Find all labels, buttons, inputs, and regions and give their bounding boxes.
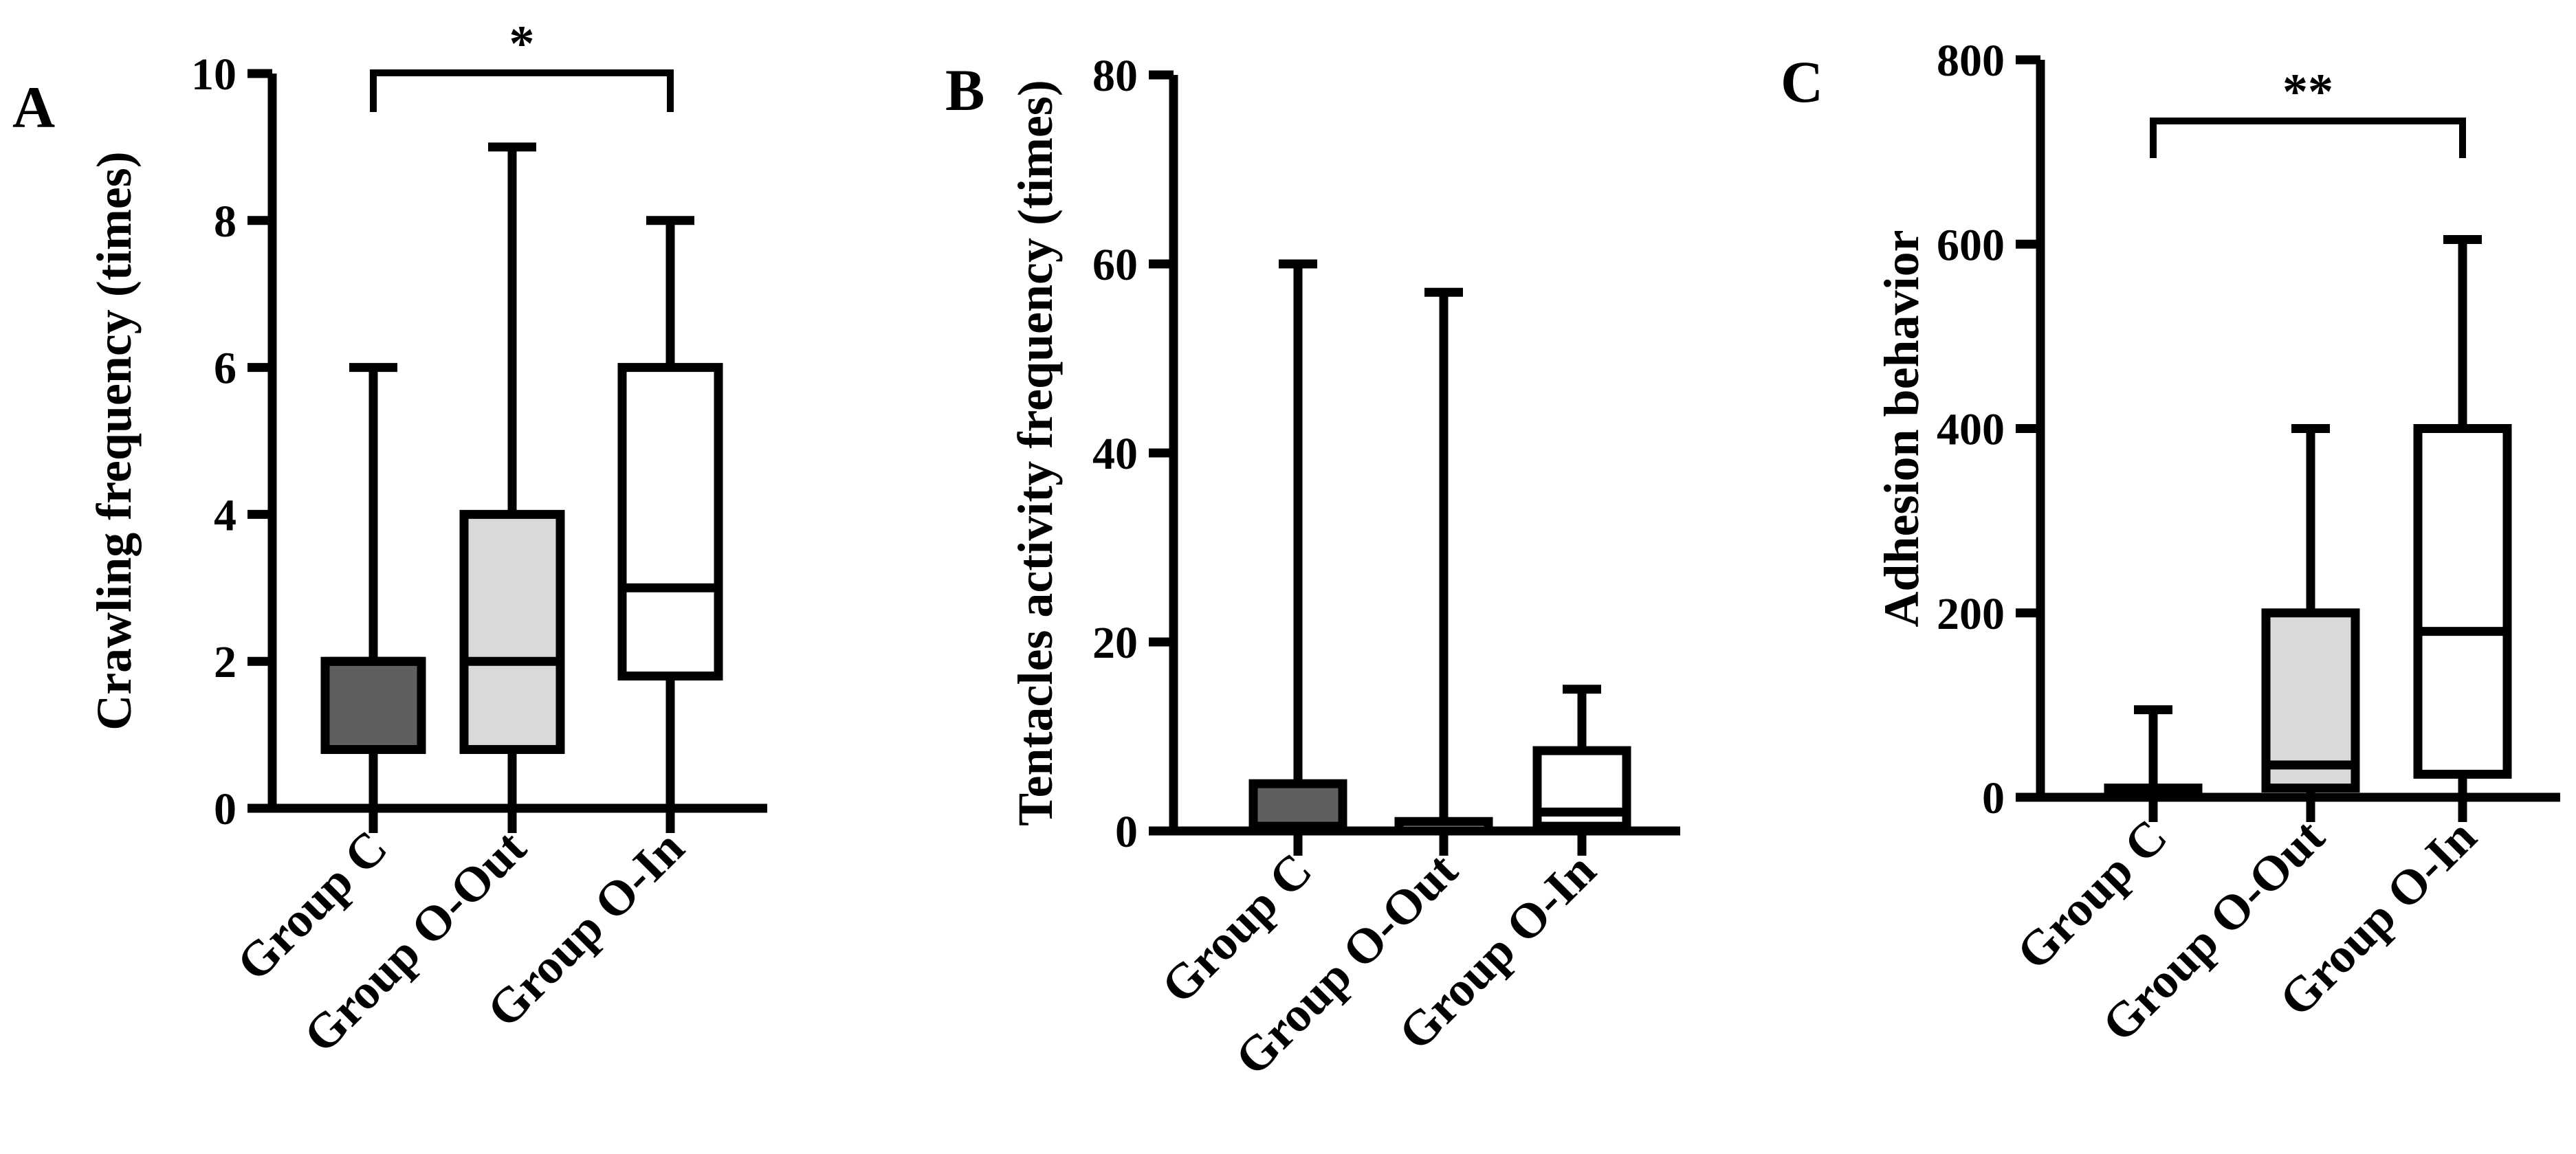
box-group-c [320,363,426,833]
box-group-c [1248,259,1347,856]
significance-bracket: * [370,16,674,112]
y-tick-label: 4 [214,490,236,540]
y-tick-label: 8 [214,197,236,247]
panel-b: B 0 20 40 60 80 Tentacles activity frequency (… [945,51,1680,1086]
box-group-o-in [617,216,723,833]
panel-letter: C [1781,49,1823,115]
significance-label: ** [2282,64,2333,120]
y-axis-title: Adhesion behavior [1874,230,1929,627]
box-group-o-in [2413,235,2512,822]
y-tick-label: 400 [1937,405,2005,455]
box-rect [320,656,426,754]
box-group-o-in [1532,685,1631,856]
box-rect [2261,608,2360,793]
bracket-line [370,69,674,112]
y-axis-title: Tentacles activity frequency (times) [1008,80,1063,826]
box-group-c [2104,705,2203,822]
y-tick-label: 200 [1937,589,2005,639]
bracket-line [2150,118,2466,158]
y-tick-label: 6 [214,344,236,394]
y-tick-label: 0 [1982,773,2005,823]
y-tick-label: 0 [214,784,236,834]
box-group-o-out [2261,424,2360,822]
significance-bracket: ** [2150,64,2466,158]
y-tick-label: 0 [1115,807,1138,857]
box-group-o-out [1394,287,1493,856]
y-tick-label: 800 [1937,36,2005,86]
significance-label: * [509,16,535,72]
y-tick-label: 40 [1092,429,1138,479]
y-tick-label: 10 [191,49,236,100]
panel-letter: A [12,74,55,140]
y-tick-label: 80 [1092,51,1138,101]
y-axis-title: Crawling frequency (times) [87,151,142,731]
box-rect [2413,424,2512,779]
y-tick-label: 600 [1937,220,2005,270]
box-rect [617,363,723,681]
y-tick-label: 60 [1092,240,1138,290]
box-rect [459,509,565,754]
panel-letter: B [945,57,984,123]
y-tick-label: 20 [1092,618,1138,668]
box-group-o-out [459,142,565,833]
y-tick-label: 2 [214,637,236,687]
